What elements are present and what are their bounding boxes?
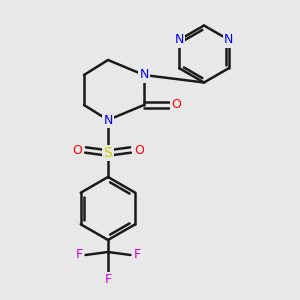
Text: N: N <box>139 68 149 82</box>
Text: O: O <box>171 98 181 112</box>
Text: O: O <box>72 143 82 157</box>
Text: F: F <box>134 248 141 262</box>
Text: N: N <box>103 113 113 127</box>
Text: F: F <box>104 273 112 286</box>
Text: F: F <box>75 248 82 262</box>
Text: S: S <box>103 146 112 160</box>
Text: O: O <box>134 143 144 157</box>
Text: N: N <box>224 33 233 46</box>
Text: N: N <box>175 33 184 46</box>
